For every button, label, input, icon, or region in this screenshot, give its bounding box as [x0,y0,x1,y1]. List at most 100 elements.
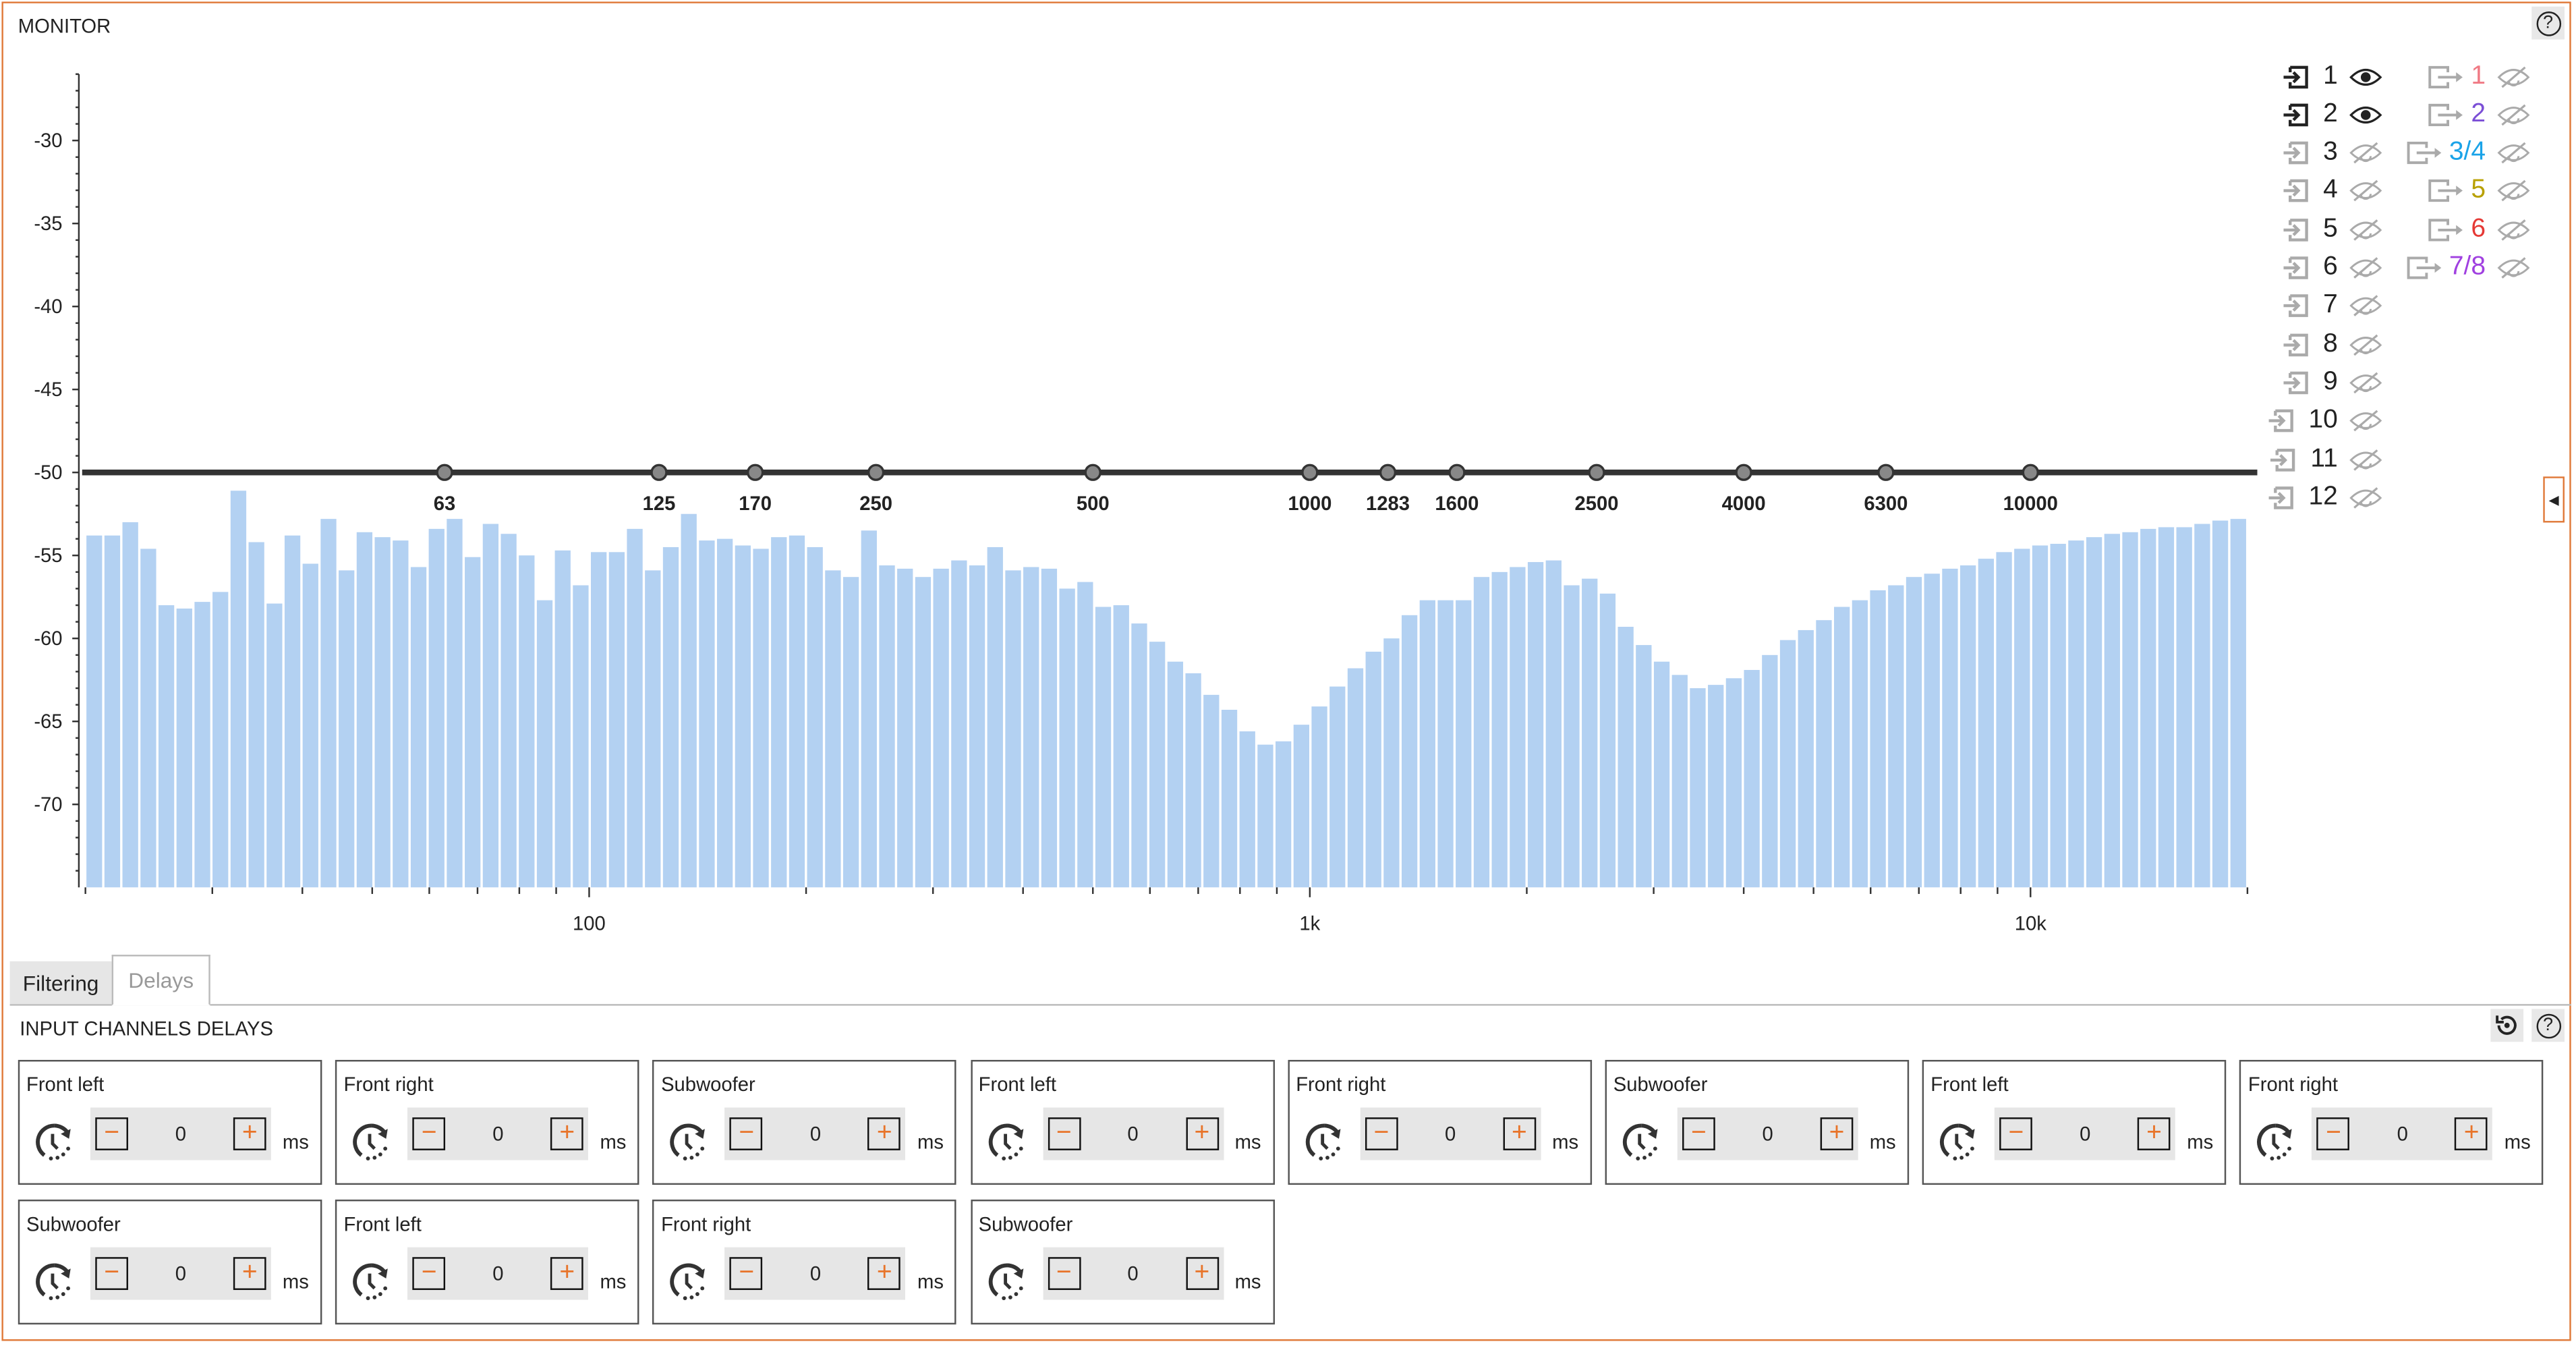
help-button[interactable]: ? [2531,6,2565,40]
delay-value[interactable]: 0 [1762,1122,1773,1146]
filter-handle[interactable] [1301,464,1319,481]
decrement-button[interactable]: − [1682,1117,1715,1150]
filter-handle[interactable] [436,464,453,481]
decrement-button[interactable]: − [1047,1117,1081,1150]
eye-off-icon[interactable] [2349,410,2382,432]
delay-value[interactable]: 0 [809,1262,822,1285]
increment-button[interactable]: + [550,1117,584,1150]
spectrum-bar [1834,607,1850,888]
eye-icon[interactable] [2349,67,2382,86]
delay-value[interactable]: 0 [1444,1122,1456,1146]
decrement-button[interactable]: − [412,1117,446,1150]
spectrum-bar [410,567,427,888]
eye-off-icon[interactable] [2497,218,2530,241]
delay-value[interactable]: 0 [809,1122,822,1146]
delay-value[interactable]: 0 [1127,1262,1139,1285]
eye-icon[interactable] [2349,105,2382,124]
spectrum-bar [1041,568,1058,888]
decrement-button[interactable]: − [1365,1117,1398,1150]
eye-off-icon[interactable] [2349,179,2382,202]
output-label: 3/4 [2449,138,2486,167]
decrement-button[interactable]: − [412,1257,446,1290]
filter-handle[interactable] [1588,464,1605,481]
filter-handle[interactable] [1877,464,1895,481]
spectrum-bar [1653,661,1670,888]
decrement-button[interactable]: − [730,1257,764,1290]
increment-button[interactable]: + [1185,1257,1219,1290]
input-label: 10 [2308,406,2338,434]
delay-value[interactable]: 0 [1127,1122,1139,1146]
filter-handle[interactable] [650,464,668,481]
output-icon [2407,256,2443,279]
increment-button[interactable]: + [867,1117,901,1150]
filter-handle[interactable] [867,464,885,481]
delay-value[interactable]: 0 [175,1122,187,1146]
eye-off-icon[interactable] [2497,142,2530,165]
reset-delays-button[interactable] [2490,1009,2524,1042]
eye-off-icon[interactable] [2349,333,2382,356]
eye-off-icon[interactable] [2497,65,2530,88]
increment-button[interactable]: + [550,1257,584,1290]
filter-handle[interactable] [1448,464,1466,481]
filter-handle[interactable] [2022,464,2039,481]
reset-icon [2496,1015,2517,1035]
eye-off-icon[interactable] [2349,448,2382,471]
delay-value[interactable]: 0 [175,1262,187,1285]
spectrum-bar [2068,540,2084,888]
channel-name: Subwoofer [26,1212,121,1236]
delays-help-button[interactable]: ? [2531,1009,2565,1042]
input-icon [2282,103,2310,126]
decrement-button[interactable]: − [95,1257,128,1290]
delay-value[interactable]: 0 [2080,1122,2091,1146]
increment-button[interactable]: + [1185,1117,1219,1150]
delay-value[interactable]: 0 [492,1262,504,1285]
spectrum-bar [176,608,192,888]
filter-handle[interactable] [1735,464,1752,481]
increment-button[interactable]: + [233,1257,266,1290]
spectrum-bar [842,577,859,888]
input-icon [2282,371,2310,395]
channel-name: Front left [343,1212,422,1236]
eye-off-icon[interactable] [2497,179,2530,202]
spectrum-bar [987,546,1003,888]
increment-button[interactable]: + [867,1257,901,1290]
delay-card: Front left − 0 + ms [1922,1059,2227,1185]
decrement-button[interactable]: − [1999,1117,2033,1150]
filter-handle[interactable] [1084,464,1101,481]
delay-value[interactable]: 0 [2397,1122,2408,1146]
channel-name: Subwoofer [661,1073,755,1096]
increment-button[interactable]: + [2455,1117,2488,1150]
increment-button[interactable]: + [1503,1117,1536,1150]
input-label: 9 [2323,368,2338,396]
eye-off-icon[interactable] [2349,486,2382,509]
eye-off-icon[interactable] [2497,256,2530,279]
eye-off-icon[interactable] [2349,142,2382,165]
delay-value[interactable]: 0 [492,1122,504,1146]
decrement-button[interactable]: − [2317,1117,2350,1150]
decrement-button[interactable]: − [730,1117,764,1150]
increment-button[interactable]: + [2138,1117,2171,1150]
spectrum-bar [1725,678,1742,888]
increment-button[interactable]: + [1820,1117,1854,1150]
tab-bar: Filtering Delays [9,955,2571,1006]
monitor-title: MONITOR [18,14,111,38]
spectrum-bar [536,600,553,888]
tab-delays[interactable]: Delays [111,955,210,1006]
eye-off-icon[interactable] [2497,103,2530,126]
increment-button[interactable]: + [233,1117,266,1150]
filter-handle[interactable] [1379,464,1397,481]
decrement-button[interactable]: − [1047,1257,1081,1290]
decrement-button[interactable]: − [95,1117,128,1150]
tab-filtering[interactable]: Filtering [9,961,112,1005]
input-channel-6: 6 [2282,249,2382,287]
eye-off-icon[interactable] [2349,371,2382,394]
input-icon [2282,294,2310,318]
delay-stepper: − 0 + [1042,1247,1224,1300]
eye-off-icon[interactable] [2349,256,2382,279]
spectrum-bar [1419,600,1435,888]
eye-off-icon[interactable] [2349,218,2382,241]
eye-off-icon[interactable] [2349,295,2382,318]
collapse-panel-button[interactable]: ◀ [2543,476,2565,523]
filter-handle[interactable] [746,464,764,481]
spectrum-bar [1221,710,1238,888]
